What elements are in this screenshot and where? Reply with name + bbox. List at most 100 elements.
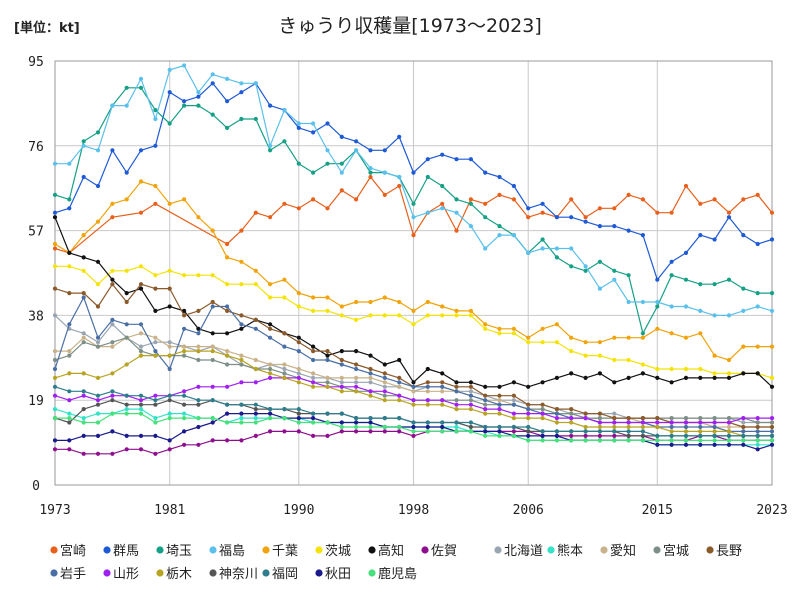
data-point [138,148,144,153]
data-point [683,366,689,372]
data-point [540,438,545,443]
data-point [411,308,416,313]
data-point [138,264,144,269]
legend-item: 長野 [706,544,742,559]
data-point [52,264,58,269]
legend-item: 高知 [368,543,404,559]
data-point [311,420,316,425]
legend-label: 山形 [113,567,139,582]
data-point [497,224,502,229]
data-point [325,353,330,358]
data-point [110,103,115,108]
data-point [382,148,387,153]
data-point [411,170,416,175]
data-point [540,380,545,385]
data-point [382,424,387,430]
data-point [239,259,244,264]
data-point [354,375,359,380]
data-point [354,420,359,425]
data-point [769,344,775,349]
data-point [110,201,115,206]
data-point [497,233,502,238]
data-point [497,384,502,389]
data-point [612,424,617,430]
data-point [741,344,746,349]
data-point [182,273,187,278]
data-point [110,277,115,282]
series-千葉 [52,179,775,363]
data-point [397,398,402,403]
data-point [268,322,273,327]
data-point [755,192,760,197]
data-point [196,215,201,220]
data-point [210,349,215,354]
data-point [540,416,545,421]
data-point [110,268,115,273]
data-point [138,76,144,81]
data-point [511,331,516,336]
data-point [138,210,144,215]
data-point [67,438,72,443]
data-point [368,375,373,380]
data-point [95,219,101,224]
data-point [425,299,430,305]
data-point [540,407,545,412]
data-point [239,438,244,443]
data-point [225,241,230,247]
data-point [311,380,316,385]
data-point [239,416,244,421]
legend-label: 岩手 [60,567,86,582]
data-point [769,424,775,430]
legend-item: 秋田 [315,567,351,582]
data-point [225,99,230,104]
data-point [325,206,330,211]
legend-marker [50,569,58,577]
data-point [583,375,588,380]
data-point [655,375,660,380]
data-point [110,371,115,376]
data-point [182,353,187,358]
legend-marker [156,546,164,554]
data-point [182,99,187,104]
data-point [497,393,502,398]
data-point [95,130,101,135]
data-point [755,291,760,296]
data-point [311,197,316,202]
data-point [67,264,72,269]
data-point [325,375,330,380]
data-point [368,313,373,318]
data-point [569,371,574,376]
data-point [311,349,316,354]
data-point [153,349,158,354]
data-point [52,438,58,443]
data-point [325,433,330,438]
data-point [698,201,703,206]
data-point [268,366,273,372]
data-point [253,416,258,421]
data-point [268,326,273,331]
data-point [296,340,301,345]
data-point [95,393,101,398]
data-point [540,340,545,345]
data-point [597,429,603,434]
data-point [382,371,387,376]
data-point [354,362,359,367]
data-point [655,438,660,443]
data-point [124,411,129,416]
data-point [597,224,603,229]
data-point [755,424,760,430]
data-point [339,313,344,318]
legend-item: 山形 [103,567,139,582]
data-point [354,139,359,144]
data-point [454,384,459,389]
data-point [669,366,674,372]
data-point [683,304,689,309]
data-point [526,206,531,211]
data-point [755,371,760,376]
data-point [210,384,215,389]
data-point [612,268,617,273]
data-point [138,433,144,438]
data-point [296,291,301,296]
data-point [167,398,172,403]
